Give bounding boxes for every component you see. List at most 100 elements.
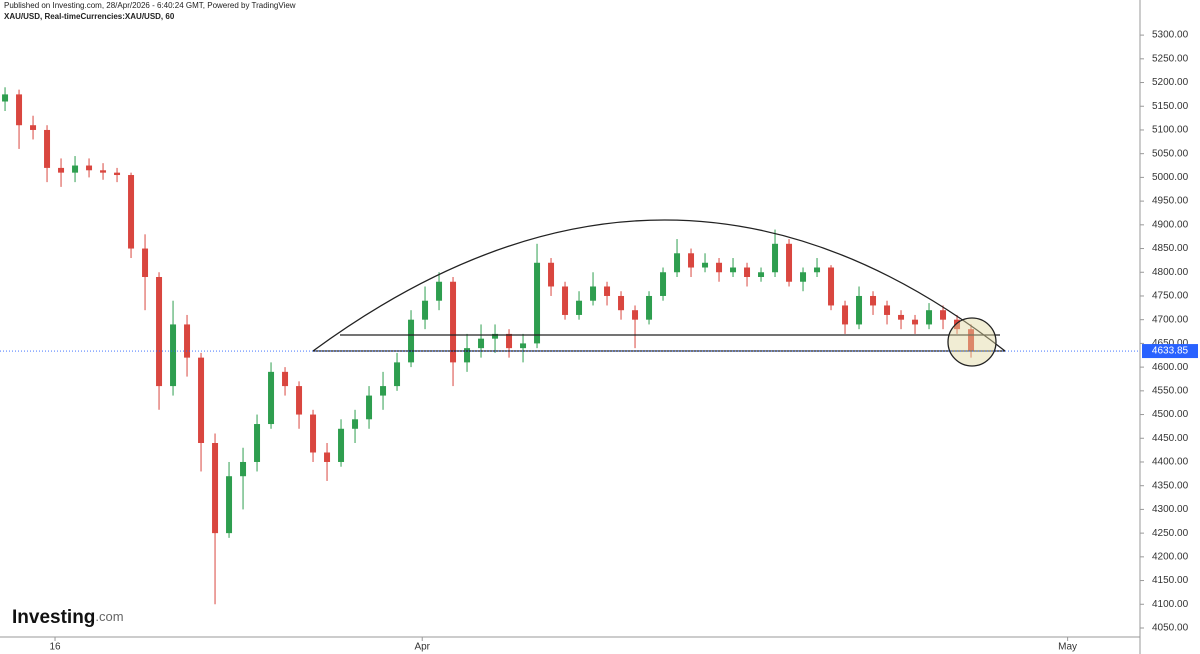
y-tick-label: 5150.00 [1152, 101, 1189, 112]
candle-body [58, 167, 65, 173]
last-price-box [1142, 344, 1198, 359]
y-tick-label: 4100.00 [1152, 599, 1189, 610]
y-tick-label: 4550.00 [1152, 385, 1189, 396]
y-tick-label: 4800.00 [1152, 267, 1189, 278]
candle-body [394, 362, 401, 387]
candle-body [716, 262, 723, 273]
candle-body [100, 170, 107, 173]
y-tick-label: 4200.00 [1152, 551, 1189, 562]
y-tick-label: 4050.00 [1152, 623, 1189, 634]
candle-body [422, 300, 429, 320]
candle-body [842, 305, 849, 325]
chart-title: Published on Investing.com, 28/Apr/2026 … [4, 1, 296, 10]
last-price-label: 4633.85 [1152, 346, 1189, 357]
candle-body [170, 324, 177, 387]
candle-body [492, 333, 499, 339]
candle-body [940, 310, 947, 320]
y-tick-label: 4150.00 [1152, 575, 1189, 586]
candle-body [128, 175, 135, 249]
candle-body [352, 419, 359, 429]
candle-body [310, 414, 317, 453]
candle-body [296, 386, 303, 415]
candle-body [828, 267, 835, 306]
y-tick-label: 5250.00 [1152, 53, 1189, 64]
candle-body [772, 243, 779, 273]
candle-body [590, 286, 597, 301]
y-tick-label: 4850.00 [1152, 243, 1189, 254]
y-tick-label: 4500.00 [1152, 409, 1189, 420]
candle-body [814, 267, 821, 273]
candle-body [954, 319, 961, 330]
candle-body [926, 310, 933, 325]
candle-body [464, 348, 471, 363]
chart-subtitle: XAU/USD, Real-timeCurrencies:XAU/USD, 60 [4, 12, 175, 21]
y-tick-label: 4700.00 [1152, 314, 1189, 325]
candle-body [324, 452, 331, 462]
y-tick-label: 4250.00 [1152, 528, 1189, 539]
candle-body [632, 310, 639, 320]
candle-body [436, 281, 443, 301]
candle-body [898, 314, 905, 320]
candle-body [72, 165, 79, 173]
x-tick-label: Apr [414, 642, 430, 653]
y-tick-label: 4600.00 [1152, 362, 1189, 373]
candle-body [968, 329, 975, 351]
y-tick-label: 4900.00 [1152, 219, 1189, 230]
candle-body [576, 300, 583, 315]
candle-body [114, 172, 121, 176]
candle-body [268, 371, 275, 425]
candle-body [856, 295, 863, 325]
drawings [312, 219, 1006, 367]
y-tick-label: 4750.00 [1152, 291, 1189, 302]
candle-body [786, 243, 793, 282]
candle-body [702, 262, 709, 268]
candle-body [688, 253, 695, 268]
candle-body [884, 305, 891, 315]
watermark-suffix: .com [95, 609, 123, 624]
y-tick-label: 4950.00 [1152, 196, 1189, 207]
candle-body [212, 443, 219, 534]
watermark-main: Investing [12, 607, 95, 628]
candle-body [380, 386, 387, 396]
y-tick-label: 4300.00 [1152, 504, 1189, 515]
candle-body [800, 272, 807, 282]
x-tick-label: May [1058, 642, 1077, 653]
y-tick-label: 4650.00 [1152, 338, 1189, 349]
candle-body [86, 165, 93, 171]
candle-body [408, 319, 415, 363]
candle-body [618, 295, 625, 311]
candle-body [604, 286, 611, 296]
candle-body [226, 476, 233, 534]
candle-body [142, 248, 149, 277]
candle-body [282, 371, 289, 387]
x-tick-label: 16 [49, 642, 61, 653]
candle-body [338, 428, 345, 462]
candle-body [184, 324, 191, 358]
candle-body [366, 395, 373, 420]
y-tick-label: 5200.00 [1152, 77, 1189, 88]
candle-body [548, 262, 555, 287]
candle-body [506, 333, 513, 349]
y-tick-label: 4450.00 [1152, 433, 1189, 444]
candle-body [870, 295, 877, 306]
candle-body [520, 343, 527, 349]
candle-body [562, 286, 569, 315]
candle-body [744, 267, 751, 277]
candles [2, 87, 975, 605]
y-tick-label: 4400.00 [1152, 457, 1189, 468]
candle-body [912, 319, 919, 325]
candle-body [254, 424, 261, 462]
candle-body [758, 272, 765, 277]
candle-body [534, 262, 541, 344]
candle-body [450, 281, 457, 363]
highlight-circle [947, 317, 997, 367]
candle-body [2, 94, 9, 102]
candle-body [198, 357, 205, 444]
candle-body [674, 253, 681, 273]
candle-body [730, 267, 737, 273]
watermark: Investing.com [12, 607, 124, 628]
y-tick-label: 5100.00 [1152, 125, 1189, 136]
y-tick-label: 5050.00 [1152, 148, 1189, 159]
